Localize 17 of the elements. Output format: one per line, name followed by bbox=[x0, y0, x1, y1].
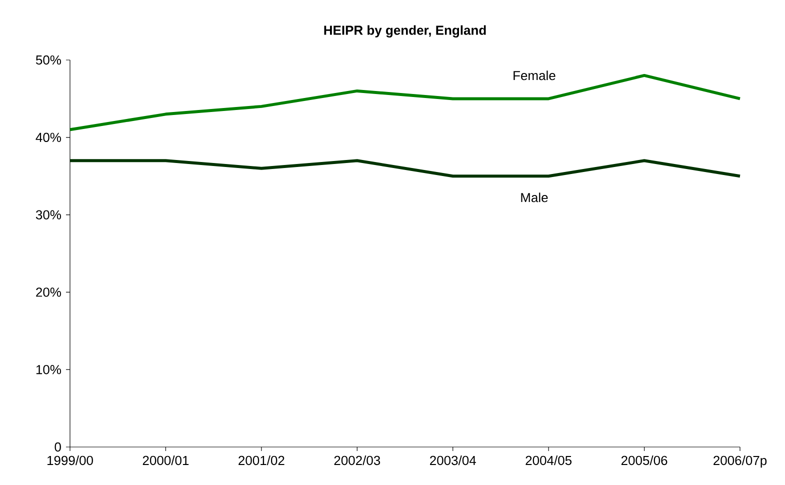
series-label: Male bbox=[521, 192, 548, 202]
y-tick-label: 10% bbox=[36, 364, 61, 374]
y-tick-label: 40% bbox=[36, 132, 61, 142]
x-tick-label: 2000/01 bbox=[142, 456, 189, 466]
x-tick-label: 2006/07p bbox=[714, 456, 767, 468]
x-tick-label: 2002/03 bbox=[334, 456, 380, 466]
series-label: Female bbox=[514, 70, 556, 80]
y-tick-label: 0 bbox=[54, 442, 61, 452]
y-tick-label: 20% bbox=[36, 288, 61, 297]
x-tick-label: 2004/05 bbox=[526, 456, 572, 466]
y-tick-label: 50% bbox=[36, 55, 61, 65]
x-tick-label: 2001/02 bbox=[238, 456, 284, 466]
x-tick-label: 2003/04 bbox=[430, 456, 476, 466]
x-tick-label: 2005/06 bbox=[621, 456, 668, 466]
chart-title: HEIPR by gender, England bbox=[324, 25, 486, 38]
x-tick-label: 1999/00 bbox=[47, 456, 93, 466]
y-tick-label: 30% bbox=[36, 210, 61, 220]
